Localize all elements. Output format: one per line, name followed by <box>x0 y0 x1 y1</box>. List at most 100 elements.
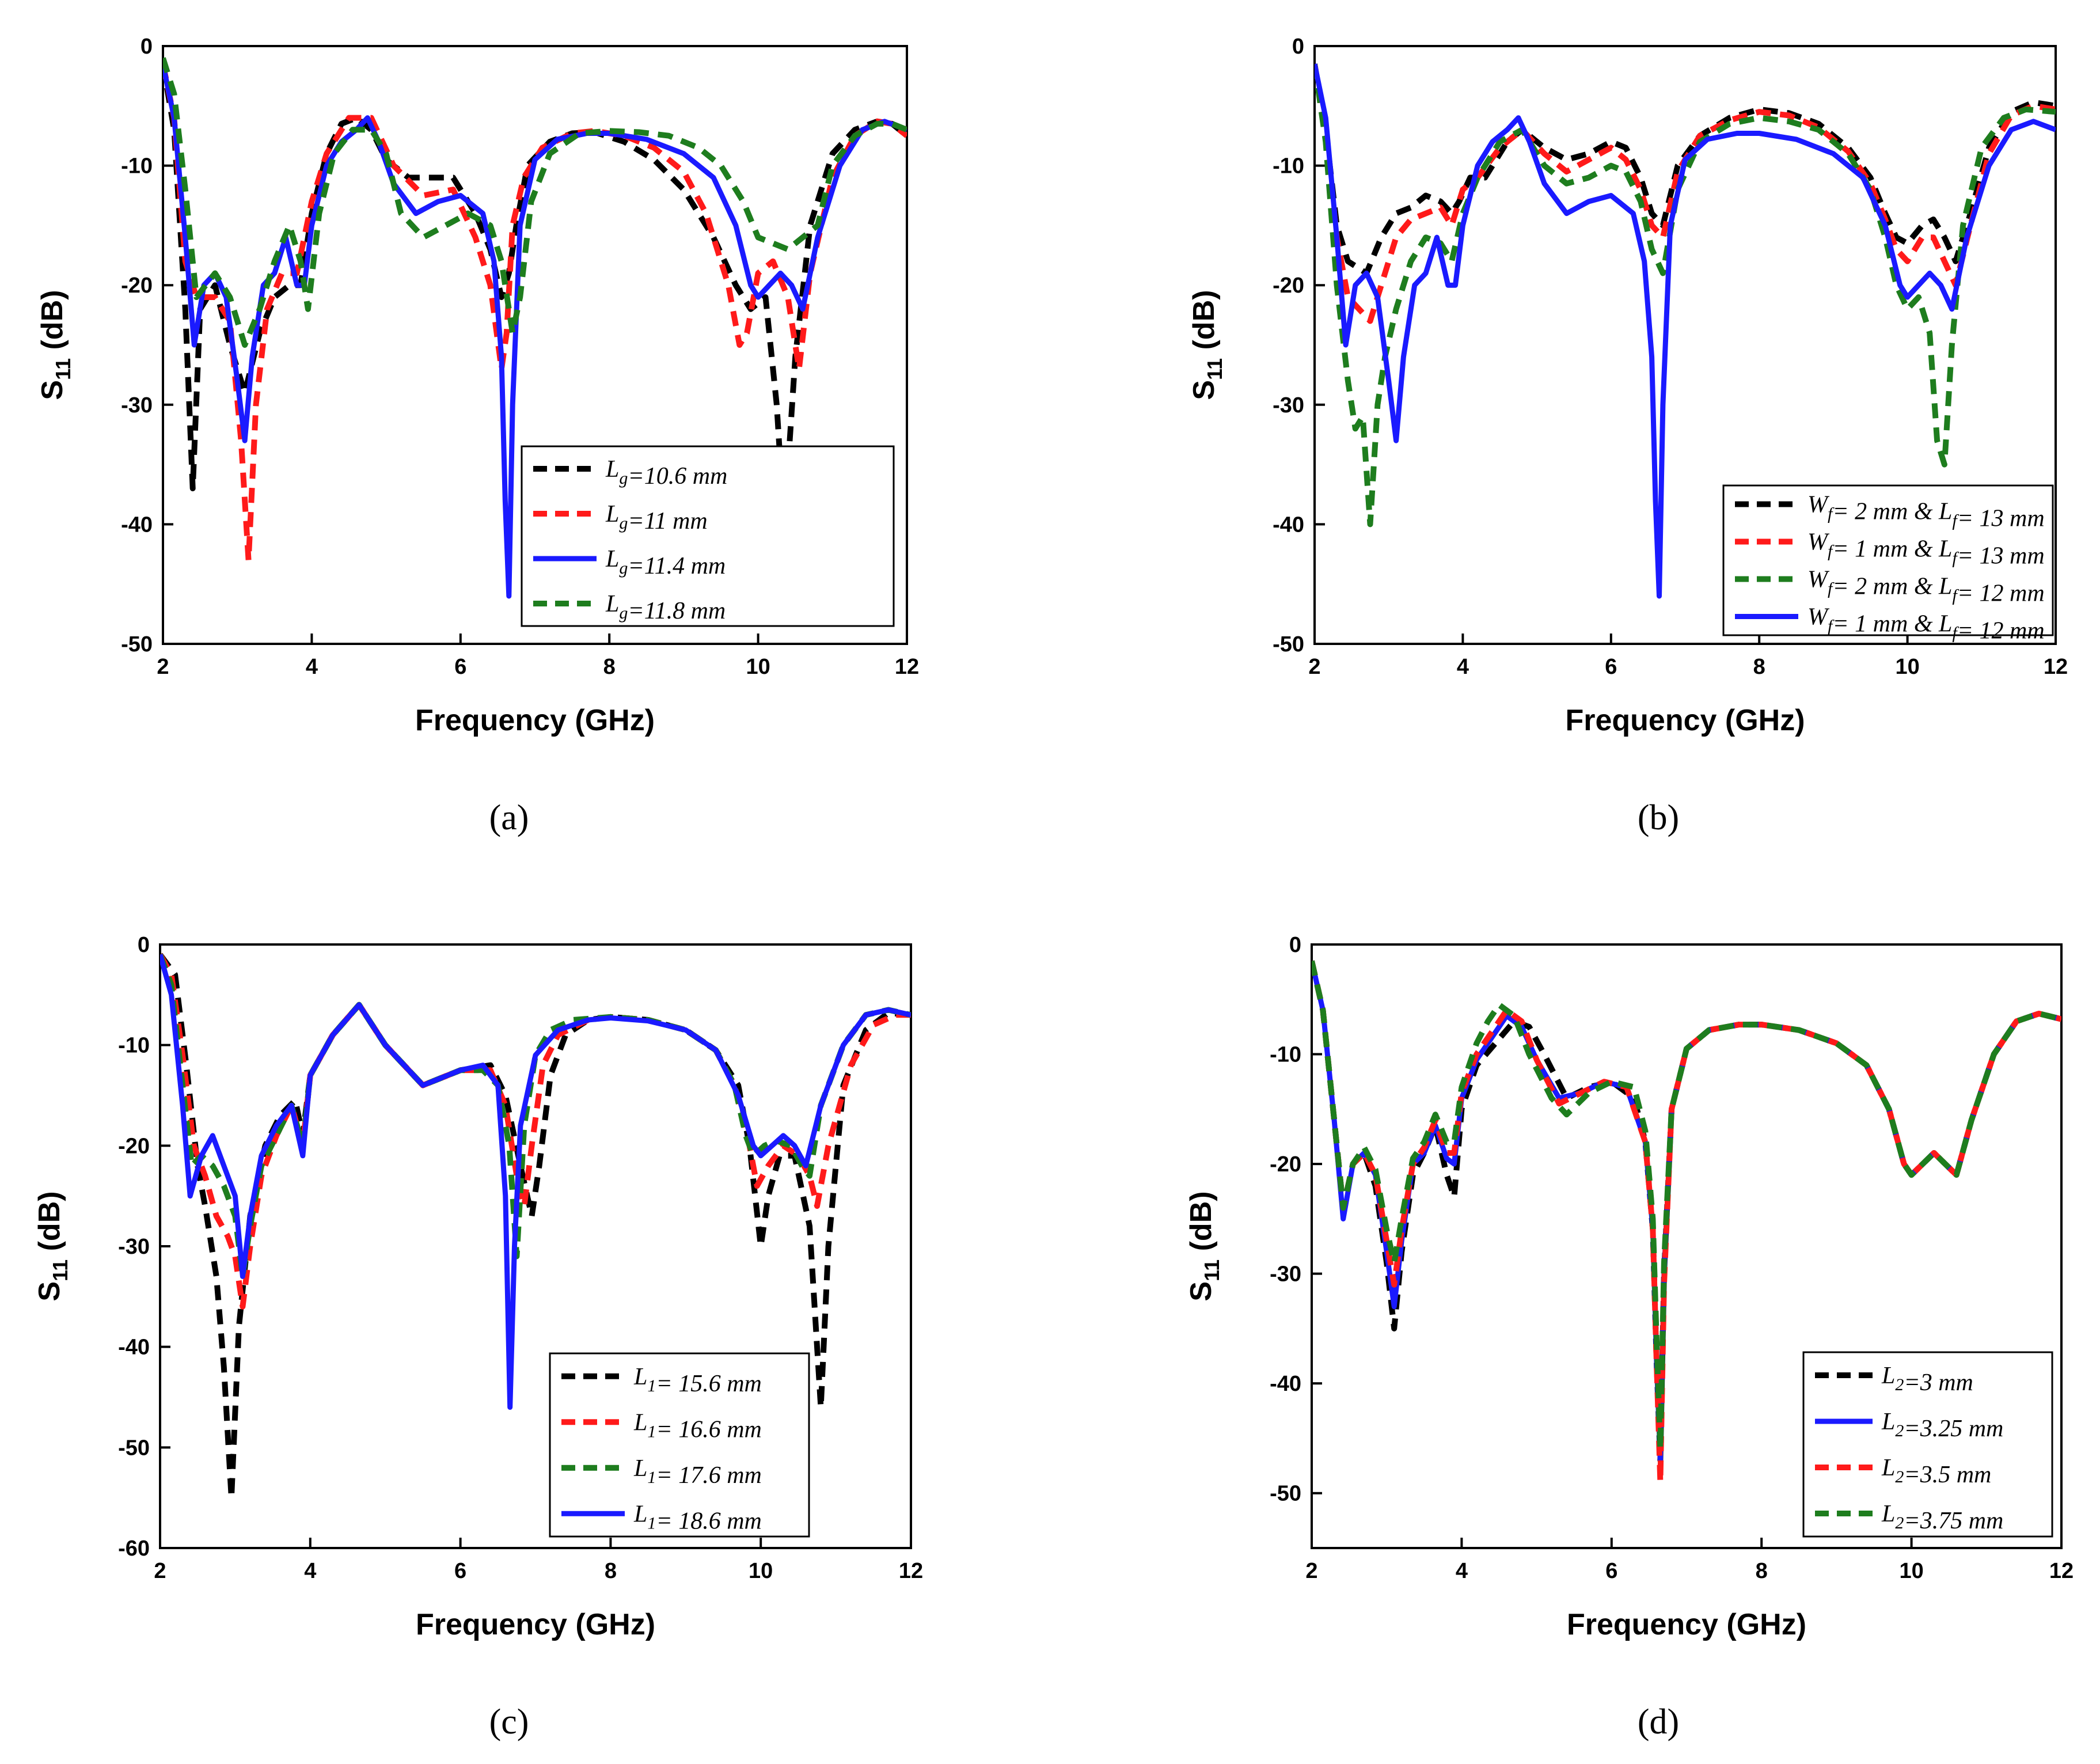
legend-entry: L1= 16.6 mm <box>633 1409 762 1443</box>
y-tick-label: -50 <box>1273 632 1304 657</box>
x-axis-label: Frequency (GHz) <box>415 704 655 737</box>
x-tick-label: 8 <box>1756 1559 1768 1583</box>
y-axis-label: S11 (dB) <box>1184 1191 1224 1301</box>
y-tick-label: -30 <box>1273 393 1304 418</box>
y-tick-label: -30 <box>118 1235 150 1259</box>
x-tick-label: 4 <box>304 1559 316 1583</box>
x-tick-label: 6 <box>1605 1559 1617 1583</box>
x-tick-label: 10 <box>1895 655 1919 679</box>
y-tick-label: -20 <box>1270 1152 1301 1177</box>
x-tick-label: 2 <box>1305 1559 1317 1583</box>
y-tick-label: 0 <box>138 933 150 957</box>
x-tick-label: 8 <box>603 655 616 679</box>
legend-entry: L1= 18.6 mm <box>633 1501 762 1534</box>
chart-panel-a: (a) 2 4 6 8 10 12 0 -10 -20 -30 -40 -50 Frequency (G… <box>36 35 919 837</box>
series-line <box>1312 960 2061 1485</box>
y-axis-label: S11 (dB) <box>1187 290 1226 400</box>
legend-entry: L2=3 mm <box>1881 1363 1973 1396</box>
x-tick-label: 4 <box>1456 1559 1468 1583</box>
x-tick-label: 10 <box>746 655 770 679</box>
legend-entry: L1= 15.6 mm <box>633 1364 762 1397</box>
y-tick-label: -10 <box>121 154 153 179</box>
series-line <box>1315 63 2056 324</box>
y-axis-label: S11 (dB) <box>33 1191 72 1301</box>
legend-entry: Lg=11.8 mm <box>605 591 726 624</box>
legend-entry: L2=3.75 mm <box>1881 1501 2003 1534</box>
legend-entry: Lg=11 mm <box>605 501 708 534</box>
y-tick-label: -20 <box>121 274 153 298</box>
series-line <box>1315 63 2056 528</box>
panel-label-c: (c) <box>489 1702 529 1742</box>
panel-label-a: (a) <box>489 798 529 837</box>
y-axis-label: S11 (dB) <box>36 290 75 400</box>
legend-entry: Wf= 2 mm & Lf= 13 mm <box>1807 492 2045 532</box>
series-line <box>163 63 907 563</box>
legend-box <box>1802 1351 2053 1538</box>
x-tick-label: 2 <box>1308 655 1320 679</box>
series-line <box>163 57 907 348</box>
series-line <box>1315 63 2056 276</box>
x-axis-label: Frequency (GHz) <box>1565 704 1805 737</box>
y-tick-label: -10 <box>1270 1043 1301 1067</box>
plot-frame <box>162 45 908 645</box>
series-line <box>160 954 911 1410</box>
y-tick-label: -40 <box>1270 1372 1301 1396</box>
y-tick-label: -50 <box>1270 1482 1301 1506</box>
legend-entry: L2=3.25 mm <box>1881 1409 2003 1442</box>
x-axis-label: Frequency (GHz) <box>416 1608 655 1641</box>
y-tick-label: -30 <box>121 393 153 418</box>
y-tick-label: -40 <box>1273 513 1304 537</box>
x-tick-label: 12 <box>895 655 919 679</box>
y-tick-label: 0 <box>1292 35 1304 59</box>
legend-entry: Lg=11.4 mm <box>605 546 726 579</box>
y-tick-label: -50 <box>118 1436 150 1460</box>
legend-entry: L1= 17.6 mm <box>633 1455 762 1489</box>
legend-entry: Wf= 2 mm & Lf= 12 mm <box>1807 567 2045 607</box>
legend-box <box>521 445 895 627</box>
panel-label-b: (b) <box>1638 798 1679 837</box>
plot-frame <box>1313 45 2057 645</box>
y-tick-label: -30 <box>1270 1262 1301 1287</box>
x-tick-label: 2 <box>157 655 169 679</box>
x-tick-label: 12 <box>2049 1559 2074 1583</box>
x-tick-label: 10 <box>749 1559 773 1583</box>
legend-box <box>1722 484 2054 636</box>
y-tick-label: -40 <box>121 513 153 537</box>
y-tick-label: -10 <box>118 1034 150 1058</box>
legend-entry: Wf= 1 mm & Lf= 12 mm <box>1807 604 2045 644</box>
legend-entry: Wf= 1 mm & Lf= 13 mm <box>1807 529 2045 570</box>
y-tick-label: 0 <box>140 35 153 59</box>
panel-label-d: (d) <box>1638 1702 1679 1742</box>
x-tick-label: 8 <box>605 1559 617 1583</box>
x-tick-label: 12 <box>899 1559 923 1583</box>
y-tick-label: 0 <box>1289 933 1301 957</box>
y-tick-label: -50 <box>121 632 153 657</box>
x-tick-label: 6 <box>454 655 466 679</box>
y-tick-label: -40 <box>118 1336 150 1360</box>
series-line <box>160 953 911 1310</box>
legend-entry: L2=3.5 mm <box>1881 1455 1991 1488</box>
legend-entry: Lg=10.6 mm <box>605 456 727 490</box>
chart-panel-d: (d) 2 4 6 8 10 12 0 -10 -20 -30 -40 -50 Frequency (G… <box>1184 933 2074 1742</box>
x-tick-label: 6 <box>454 1559 466 1583</box>
y-tick-label: -20 <box>118 1134 150 1158</box>
plot-frame <box>1311 943 2063 1549</box>
chart-panel-c: (c) 2 4 6 8 10 12 0 -10 -20 -30 -40 -50 -60 Frequency… <box>33 933 923 1742</box>
x-tick-label: 4 <box>306 655 318 679</box>
series-line <box>1315 63 2056 599</box>
y-tick-label: -60 <box>118 1537 150 1561</box>
series-line <box>160 953 911 1501</box>
x-tick-label: 8 <box>1753 655 1765 679</box>
x-tick-label: 12 <box>2044 655 2068 679</box>
x-tick-label: 6 <box>1605 655 1617 679</box>
legend-box <box>549 1352 810 1538</box>
y-tick-label: -20 <box>1273 274 1304 298</box>
x-tick-label: 10 <box>1899 1559 1923 1583</box>
y-tick-label: -10 <box>1273 154 1304 179</box>
x-tick-label: 4 <box>1457 655 1469 679</box>
x-tick-label: 2 <box>154 1559 166 1583</box>
series-line <box>163 63 907 599</box>
chart-panel-b: (b) 2 4 6 8 10 12 0 -10 -20 -30 -40 -50 Frequency (G… <box>1187 35 2068 837</box>
series-line <box>1312 960 2061 1452</box>
